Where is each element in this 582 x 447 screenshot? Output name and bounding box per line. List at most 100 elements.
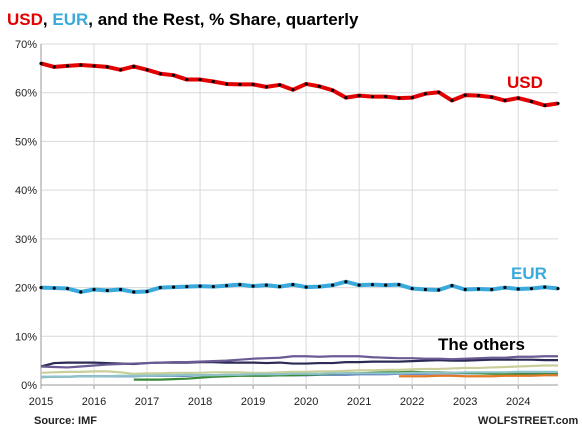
usd-point (370, 95, 375, 99)
other-currency-line (41, 370, 558, 378)
usd-point (238, 82, 242, 87)
title-usd: USD (7, 10, 43, 29)
eur-point (503, 285, 507, 290)
data-point-markers (39, 61, 560, 294)
other-currency-lines (40, 355, 559, 381)
eur-point (92, 287, 96, 292)
usd-point (437, 90, 441, 94)
eur-point (410, 286, 414, 291)
eur-point (65, 286, 70, 291)
eur-point (463, 287, 467, 292)
source-note: Source: IMF (34, 415, 97, 427)
usd-point (423, 92, 428, 96)
eur-point (224, 284, 229, 288)
usd-point (52, 65, 56, 69)
y-tick-label: 20% (15, 283, 37, 295)
eur-point (171, 285, 176, 289)
usd-point (39, 61, 43, 66)
y-tick-label: 60% (15, 88, 37, 100)
eur-line (40, 279, 559, 294)
eur-point (450, 284, 454, 288)
usd-point (198, 77, 202, 82)
usd-point (476, 94, 481, 98)
y-tick-label: 50% (15, 136, 37, 148)
title-rest: , and the Rest, % Share, quarterly (88, 10, 359, 29)
eur-point (211, 284, 215, 289)
usd-point (132, 64, 136, 69)
eur-point (158, 285, 162, 290)
eur-point (437, 288, 441, 292)
usd-point (79, 63, 83, 67)
eur-point (543, 285, 547, 289)
usd-point (384, 95, 388, 99)
usd-point (304, 82, 308, 86)
eur-annotation: EUR (511, 264, 547, 283)
x-tick-label: 2023 (453, 396, 477, 408)
eur-point (264, 283, 268, 287)
other-currency-line (398, 374, 558, 378)
y-axis-ticks: 0% 10% 20% 30% 40% 50% 60% 70% (15, 39, 37, 392)
brand-note: WOLFSTREET.com (478, 415, 578, 427)
x-tick-label: 2019 (241, 396, 265, 408)
usd-point (397, 96, 401, 100)
x-tick-label: 2024 (506, 396, 530, 408)
usd-point (357, 94, 361, 98)
x-tick-label: 2020 (294, 396, 318, 408)
x-axis-ticks: 2015 2016 2017 2018 2019 2020 2021 2022 2023 2024 (29, 396, 531, 408)
y-tick-label: 70% (15, 39, 37, 51)
eur-point (331, 283, 335, 287)
y-tick-label: 40% (15, 185, 37, 197)
eur-point (304, 285, 308, 289)
title-eur: EUR (52, 10, 88, 29)
eur-point (238, 283, 242, 287)
x-tick-label: 2021 (347, 396, 371, 408)
usd-point (344, 95, 348, 100)
gridlines (40, 43, 558, 389)
x-tick-label: 2022 (400, 396, 424, 408)
usd-point (118, 68, 123, 72)
eur-point (39, 285, 43, 290)
eur-point (198, 284, 202, 288)
usd-point (211, 79, 215, 84)
eur-point (291, 283, 295, 287)
eur-point (145, 289, 149, 294)
x-tick-label: 2015 (29, 396, 53, 408)
usd-point (171, 73, 176, 77)
eur-point (344, 280, 348, 284)
usd-point (503, 98, 507, 103)
usd-point (92, 64, 96, 68)
eur-point (79, 290, 83, 294)
usd-point (105, 65, 109, 69)
eur-point (397, 283, 401, 287)
usd-point (145, 68, 149, 72)
eur-point (384, 283, 388, 287)
eur-point (357, 283, 361, 287)
usd-point (158, 72, 162, 76)
usd-point (516, 96, 520, 100)
usd-point (278, 83, 282, 87)
usd-point (410, 95, 414, 100)
others-annotation: The others (438, 335, 525, 354)
usd-point (556, 101, 560, 106)
usd-point (65, 64, 70, 68)
usd-line (40, 61, 559, 108)
eur-point (52, 286, 56, 290)
x-tick-label: 2018 (188, 396, 212, 408)
usd-point (331, 88, 335, 92)
x-tick-label: 2017 (135, 396, 159, 408)
other-currency-line (40, 364, 558, 375)
eur-point (278, 284, 282, 289)
usd-point (450, 98, 454, 103)
eur-point (185, 284, 189, 289)
y-tick-label: 0% (21, 380, 37, 392)
usd-point (264, 85, 268, 89)
usd-point (543, 103, 547, 107)
usd-point (490, 95, 494, 99)
chart-title: USD, EUR, and the Rest, % Share, quarter… (7, 10, 359, 29)
title-sep: , (43, 10, 52, 29)
eur-point (516, 287, 520, 291)
usd-annotation: USD (507, 73, 543, 92)
y-tick-label: 30% (15, 234, 37, 246)
